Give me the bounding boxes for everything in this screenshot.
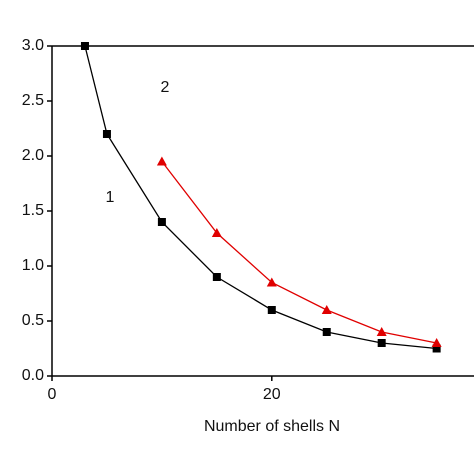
marker — [157, 218, 166, 226]
marker — [322, 328, 331, 336]
y-tick-label: 2.0 — [22, 147, 44, 164]
annotation: 2 — [161, 79, 170, 96]
marker — [211, 228, 222, 237]
y-tick-label: 1.0 — [22, 257, 44, 274]
marker — [321, 305, 332, 314]
marker — [80, 42, 89, 50]
marker — [267, 306, 276, 314]
x-tick-label: 20 — [263, 386, 281, 403]
plot-area — [80, 42, 442, 353]
marker — [376, 327, 387, 336]
x-tick-label: 0 — [48, 386, 57, 403]
marker — [102, 130, 111, 138]
y-tick-label: 0.0 — [22, 367, 44, 384]
marker — [377, 339, 386, 347]
series-line — [84, 45, 437, 350]
annotation: 1 — [106, 189, 115, 206]
series-line — [161, 161, 437, 344]
y-tick-label: 2.5 — [22, 92, 44, 109]
marker — [156, 156, 167, 166]
marker — [432, 344, 441, 353]
y-tick-label: 1.5 — [22, 202, 44, 219]
x-axis-label: Number of shells N — [204, 418, 340, 435]
marker — [266, 277, 277, 287]
marker — [431, 338, 442, 347]
y-tick-label: 0.5 — [22, 312, 44, 329]
marker — [212, 273, 221, 281]
y-tick-label: 3.0 — [22, 37, 44, 54]
